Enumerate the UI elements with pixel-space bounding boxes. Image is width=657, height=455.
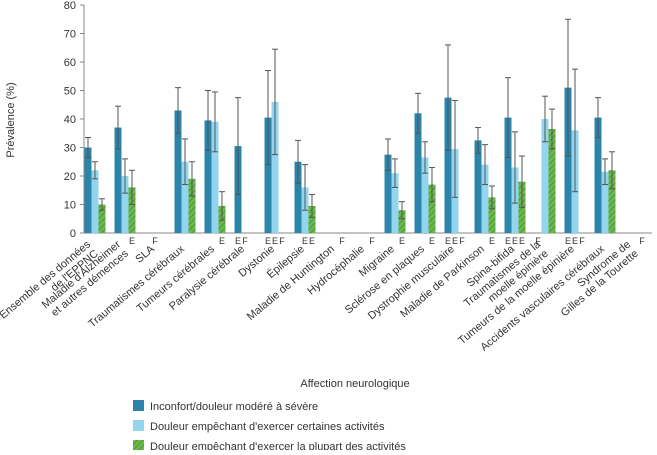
legend-swatch (133, 440, 144, 451)
bar (211, 121, 219, 233)
y-tick-label: 80 (64, 0, 76, 12)
bar (481, 164, 489, 233)
flag-label: E (445, 236, 451, 246)
legend-label: Douleur empêchant d'exercer certaines ac… (150, 421, 385, 433)
bar (564, 87, 572, 234)
flag-label: F (339, 236, 345, 246)
bar (504, 117, 512, 233)
flag-label: E (565, 236, 571, 246)
bar (391, 173, 399, 233)
bar (181, 161, 189, 233)
flag-label: E (302, 236, 308, 246)
bar (91, 170, 99, 233)
y-tick-label: 40 (64, 114, 76, 126)
bar (428, 184, 436, 233)
bar (421, 157, 429, 233)
bar (488, 197, 496, 233)
bar (114, 127, 122, 233)
flag-label: E (265, 236, 271, 246)
flag-label: F (579, 236, 585, 246)
x-tick-label: SLA (133, 243, 157, 266)
bar (204, 120, 212, 233)
flag-label: E (129, 236, 135, 246)
flag-label: E (519, 236, 525, 246)
flag-label: E (572, 236, 578, 246)
legend-label: Inconfort/douleur modéré à sévère (150, 401, 318, 413)
bar (121, 176, 129, 233)
bar (601, 171, 609, 233)
y-axis-title: Prévalence (%) (5, 82, 17, 157)
bar (384, 154, 392, 233)
y-tick-label: 20 (64, 171, 76, 183)
bar (444, 97, 452, 233)
flag-label: E (219, 236, 225, 246)
flag-label: E (452, 236, 458, 246)
bar (474, 140, 482, 233)
y-tick-label: 0 (70, 228, 76, 240)
flag-label: F (152, 236, 158, 246)
y-tick-label: 30 (64, 143, 76, 155)
bar (264, 117, 272, 233)
y-tick-label: 50 (64, 86, 76, 98)
flag-label: E (505, 236, 511, 246)
y-tick-label: 70 (64, 29, 76, 41)
bar (271, 101, 279, 234)
flag-label: F (459, 236, 465, 246)
y-tick-label: 10 (64, 200, 76, 212)
bar (188, 178, 196, 233)
bar (84, 147, 92, 233)
bar (594, 117, 602, 233)
bar (414, 113, 422, 233)
flag-label: E (399, 236, 405, 246)
bar (541, 119, 549, 233)
flag-label: F (639, 236, 645, 246)
bar (174, 110, 182, 233)
flag-label: F (369, 236, 375, 246)
flag-label: F (535, 236, 541, 246)
flag-label: E (309, 236, 315, 246)
flag-label: E (272, 236, 278, 246)
y-tick-label: 60 (64, 57, 76, 69)
flag-label: E (512, 236, 518, 246)
bar (608, 170, 616, 233)
bar (98, 204, 106, 233)
bar (128, 187, 136, 233)
flag-label: E (489, 236, 495, 246)
flag-label: F (279, 236, 285, 246)
flag-label: E (235, 236, 241, 246)
flag-label: E (429, 236, 435, 246)
bar (548, 128, 556, 233)
flag-label: F (242, 236, 248, 246)
legend-swatch (133, 420, 144, 431)
bar (308, 205, 316, 233)
bar (398, 210, 406, 233)
bar (294, 161, 302, 233)
legend-swatch (133, 400, 144, 411)
legend-label: Douleur empêchant d'exercer la plupart d… (150, 441, 406, 450)
x-axis-title: Affection neurologique (300, 378, 409, 390)
